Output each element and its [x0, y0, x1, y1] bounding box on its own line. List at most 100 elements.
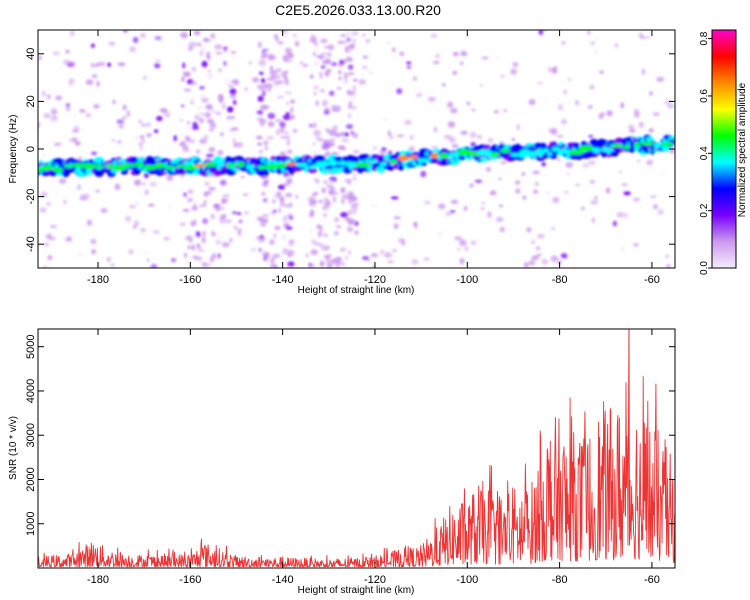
spectrogram-peak-cell	[63, 164, 74, 169]
spectrogram-speckle	[526, 227, 532, 233]
spectrogram-speckle	[108, 42, 116, 46]
spectrogram-speckle	[50, 115, 58, 122]
spectrogram-speckle	[288, 240, 295, 247]
spectrogram-speckle	[128, 248, 134, 255]
spectrogram-speckle	[270, 76, 277, 79]
spectrogram-peak-cell	[53, 167, 64, 173]
spectrogram-speckle	[390, 196, 399, 200]
spectrogram-speckle	[474, 179, 483, 184]
spectrogram-speckle	[476, 135, 483, 139]
spectrogram-speckle	[272, 253, 281, 259]
spectrogram-speckle	[106, 256, 111, 262]
spectrogram-speckle	[260, 234, 264, 239]
spectrogram-speckle	[345, 31, 353, 38]
spectrogram-speckle	[311, 239, 317, 244]
spectrogram-speckle	[351, 95, 357, 100]
spectrogram-speckle	[339, 59, 344, 65]
spectrogram-speckle	[199, 49, 203, 57]
spectrogram-peak-cell	[164, 165, 176, 170]
colorbar-gradient	[712, 30, 736, 268]
spectrogram-speckle	[340, 211, 349, 218]
spectrogram-speckle	[154, 59, 161, 63]
spectrogram-peak-cell	[369, 159, 378, 164]
spectrogram-speckle	[323, 45, 332, 49]
spectrogram-speckle	[430, 33, 438, 39]
spectrogram-speckle	[557, 103, 564, 111]
spectrogram-speckle	[82, 193, 90, 200]
spectrogram-speckle	[279, 204, 288, 207]
spectrogram-speckle	[133, 220, 140, 227]
spectrogram-speckle	[257, 85, 264, 89]
spectrogram-speckle	[141, 138, 145, 144]
spectrogram-speckle	[291, 114, 295, 120]
spectrogram-speckle	[322, 212, 328, 218]
spectrogram-speckle	[218, 68, 223, 72]
spectrogram-speckle	[341, 261, 345, 267]
spectrogram-speckle	[315, 55, 319, 58]
spectrogram-speckle	[550, 127, 558, 135]
spectrogram-speckle	[292, 34, 297, 37]
spectrogram-speckle	[153, 129, 159, 134]
spectrogram-speckle	[232, 137, 236, 143]
spectrogram-speckle	[350, 196, 358, 202]
spectrogram-peak-cell	[389, 159, 398, 164]
spectrogram-speckle	[321, 143, 330, 150]
spectrogram-speckle	[197, 42, 202, 47]
spectrogram-speckle	[344, 217, 351, 221]
x-tick-label: -60	[644, 574, 660, 586]
spectrogram-speckle	[68, 138, 76, 142]
spectrogram-speckle	[261, 251, 270, 255]
spectrogram-speckle	[182, 62, 186, 69]
spectrogram-speckle	[222, 46, 228, 50]
spectrogram-speckle	[452, 51, 459, 57]
spectrogram-speckle	[181, 131, 187, 139]
spectrogram-panel: -180 -160 -140 -120 -100 -80 -60 -40 -20 0 20 40 H…	[8, 29, 676, 296]
spectrogram-speckle	[138, 142, 143, 146]
spectrogram-speckle	[85, 112, 92, 118]
spectrogram-speckle	[185, 125, 192, 131]
spectrogram-speckle	[393, 223, 399, 230]
spectrogram-speckle	[587, 104, 593, 110]
spectrogram-speckle	[285, 112, 291, 116]
spectrogram-speckle	[208, 186, 216, 191]
spectrogram-speckle	[207, 56, 211, 62]
spectrogram-speckle	[326, 262, 333, 268]
spectrogram-speckle	[532, 170, 540, 175]
spectrogram-speckle	[311, 150, 319, 156]
spectrogram-speckle	[547, 66, 552, 73]
spectrogram-speckle	[256, 135, 263, 140]
spectrogram-speckle	[336, 133, 341, 138]
spectrogram-speckle	[292, 129, 298, 133]
spectrogram-speckle	[237, 212, 242, 215]
spectrogram-peak-cell	[510, 152, 521, 157]
spectrogram-speckle	[379, 149, 387, 155]
spectrogram-speckle	[267, 112, 276, 120]
spectrogram-speckle	[90, 62, 94, 69]
spectrogram-speckle	[317, 230, 323, 238]
spectrogram-speckle	[586, 30, 591, 35]
spectrogram-ridge-cell	[645, 136, 655, 142]
spectrogram-speckle	[487, 211, 492, 218]
spectrogram-speckle	[79, 109, 86, 113]
spectrogram-speckle	[244, 87, 248, 92]
spectrogram-speckle	[202, 265, 207, 268]
spectrogram-speckle	[358, 78, 366, 86]
spectrogram-speckle	[270, 263, 277, 268]
spectrogram-speckle	[38, 121, 41, 129]
spectrogram-speckle	[345, 56, 353, 63]
spectrogram-speckle	[320, 64, 326, 69]
spectrogram-peak-cell	[237, 161, 245, 168]
spectrogram-speckle	[344, 77, 348, 84]
spectrogram-speckle	[86, 219, 93, 226]
spectrogram-peak-cell	[256, 165, 266, 170]
spectrogram-speckle	[259, 219, 266, 224]
spectrogram-speckle	[598, 113, 604, 120]
spectrogram-speckle	[399, 51, 405, 56]
spectrogram-speckle	[190, 80, 198, 86]
spectrogram-speckle	[588, 134, 594, 139]
spectrogram-speckle	[179, 118, 184, 122]
spectrogram-ridge-cell	[307, 167, 318, 174]
spectrogram-speckle	[463, 205, 468, 211]
spectrogram-ridge-cell	[224, 156, 233, 163]
spectrogram-speckle	[196, 106, 204, 110]
